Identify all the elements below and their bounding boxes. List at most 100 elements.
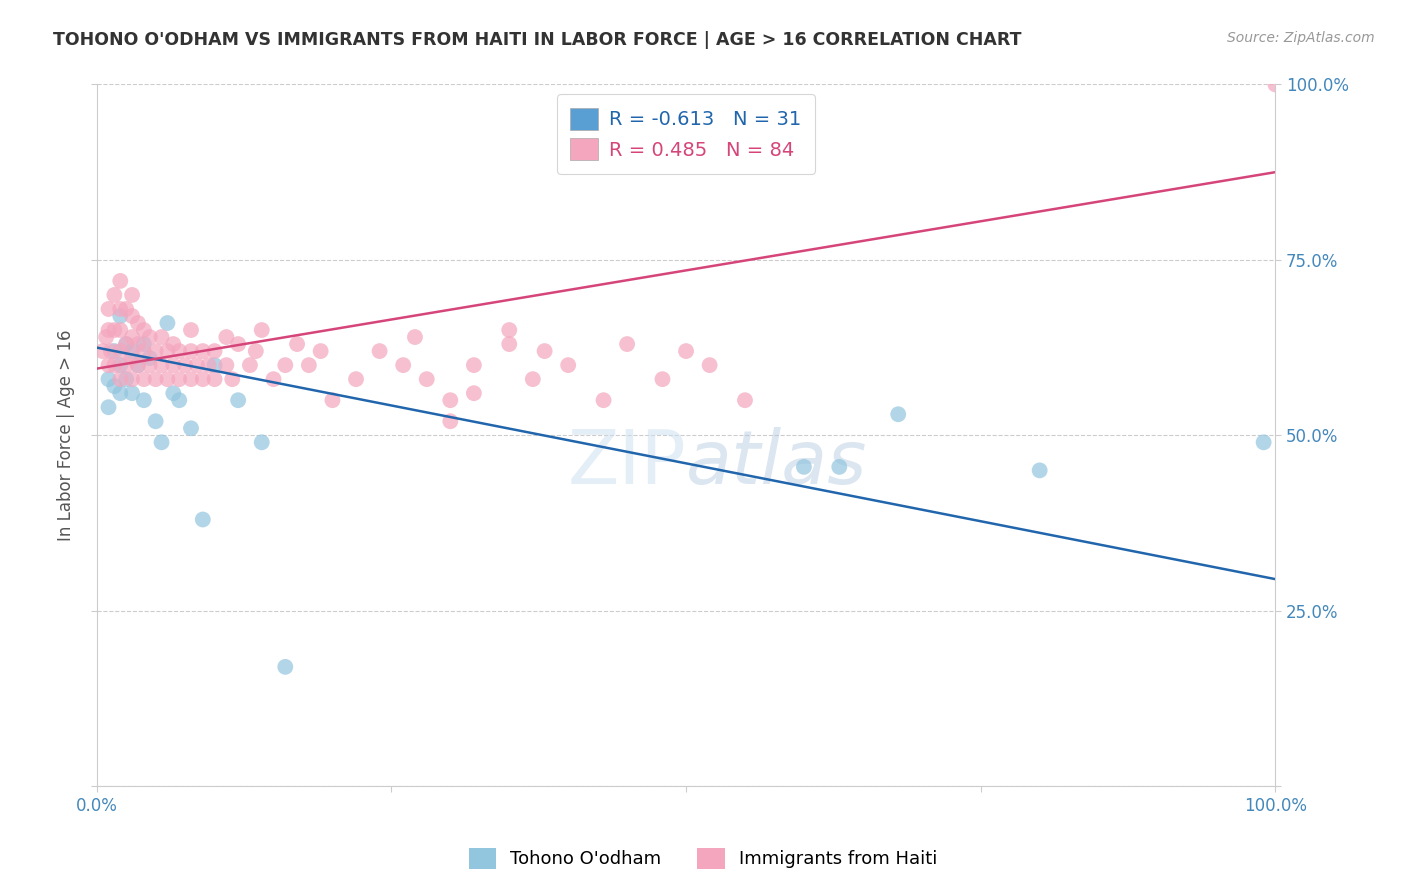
Point	[103, 379, 125, 393]
Point	[186, 358, 208, 372]
Point	[97, 301, 120, 316]
Point	[263, 372, 285, 386]
Legend: Tohono O'odham, Immigrants from Haiti: Tohono O'odham, Immigrants from Haiti	[461, 840, 945, 876]
Point	[699, 358, 721, 372]
Point	[162, 358, 184, 372]
Point	[616, 337, 638, 351]
Point	[226, 393, 249, 408]
Point	[1253, 435, 1275, 450]
Point	[110, 372, 132, 386]
Point	[404, 330, 426, 344]
Point	[245, 344, 267, 359]
Point	[250, 323, 273, 337]
Point	[110, 274, 132, 288]
Point	[145, 414, 167, 428]
Point	[150, 435, 173, 450]
Point	[115, 337, 138, 351]
Point	[110, 386, 132, 401]
Point	[392, 358, 415, 372]
Point	[156, 344, 179, 359]
Point	[121, 330, 143, 344]
Point	[533, 344, 555, 359]
Point	[1264, 78, 1286, 92]
Point	[121, 288, 143, 302]
Point	[121, 351, 143, 365]
Point	[204, 344, 226, 359]
Point	[121, 372, 143, 386]
Point	[162, 386, 184, 401]
Point	[132, 372, 155, 386]
Point	[250, 435, 273, 450]
Point	[197, 358, 219, 372]
Point	[103, 358, 125, 372]
Point	[132, 393, 155, 408]
Point	[97, 401, 120, 415]
Point	[115, 301, 138, 316]
Point	[167, 393, 190, 408]
Point	[274, 358, 297, 372]
Point	[226, 337, 249, 351]
Point	[368, 344, 391, 359]
Point	[439, 393, 461, 408]
Point	[180, 323, 202, 337]
Point	[132, 323, 155, 337]
Point	[215, 358, 238, 372]
Point	[675, 344, 697, 359]
Point	[221, 372, 243, 386]
Point	[651, 372, 673, 386]
Point	[150, 330, 173, 344]
Point	[110, 301, 132, 316]
Point	[91, 344, 114, 359]
Point	[298, 358, 321, 372]
Point	[121, 344, 143, 359]
Point	[156, 316, 179, 330]
Point	[1028, 463, 1050, 477]
Point	[110, 358, 132, 372]
Point	[204, 358, 226, 372]
Point	[121, 386, 143, 401]
Point	[180, 344, 202, 359]
Point	[191, 512, 214, 526]
Point	[100, 344, 122, 359]
Point	[139, 330, 162, 344]
Point	[285, 337, 308, 351]
Point	[463, 358, 485, 372]
Point	[110, 309, 132, 323]
Point	[110, 323, 132, 337]
Point	[145, 372, 167, 386]
Point	[274, 660, 297, 674]
Point	[132, 344, 155, 359]
Point	[463, 386, 485, 401]
Point	[97, 358, 120, 372]
Legend: R = -0.613   N = 31, R = 0.485   N = 84: R = -0.613 N = 31, R = 0.485 N = 84	[557, 95, 815, 174]
Point	[215, 330, 238, 344]
Point	[439, 414, 461, 428]
Point	[344, 372, 367, 386]
Y-axis label: In Labor Force | Age > 16: In Labor Force | Age > 16	[58, 329, 75, 541]
Text: ZIP: ZIP	[567, 427, 686, 500]
Point	[793, 459, 815, 474]
Point	[156, 372, 179, 386]
Point	[174, 358, 197, 372]
Point	[180, 372, 202, 386]
Point	[127, 316, 149, 330]
Point	[162, 337, 184, 351]
Point	[557, 358, 579, 372]
Point	[734, 393, 756, 408]
Point	[416, 372, 439, 386]
Point	[127, 358, 149, 372]
Point	[115, 358, 138, 372]
Point	[498, 323, 520, 337]
Point	[110, 344, 132, 359]
Point	[127, 358, 149, 372]
Point	[103, 344, 125, 359]
Point	[103, 288, 125, 302]
Point	[887, 407, 910, 421]
Point	[191, 344, 214, 359]
Point	[145, 344, 167, 359]
Point	[127, 337, 149, 351]
Text: TOHONO O'ODHAM VS IMMIGRANTS FROM HAITI IN LABOR FORCE | AGE > 16 CORRELATION CH: TOHONO O'ODHAM VS IMMIGRANTS FROM HAITI …	[53, 31, 1022, 49]
Point	[103, 323, 125, 337]
Point	[180, 421, 202, 435]
Point	[115, 372, 138, 386]
